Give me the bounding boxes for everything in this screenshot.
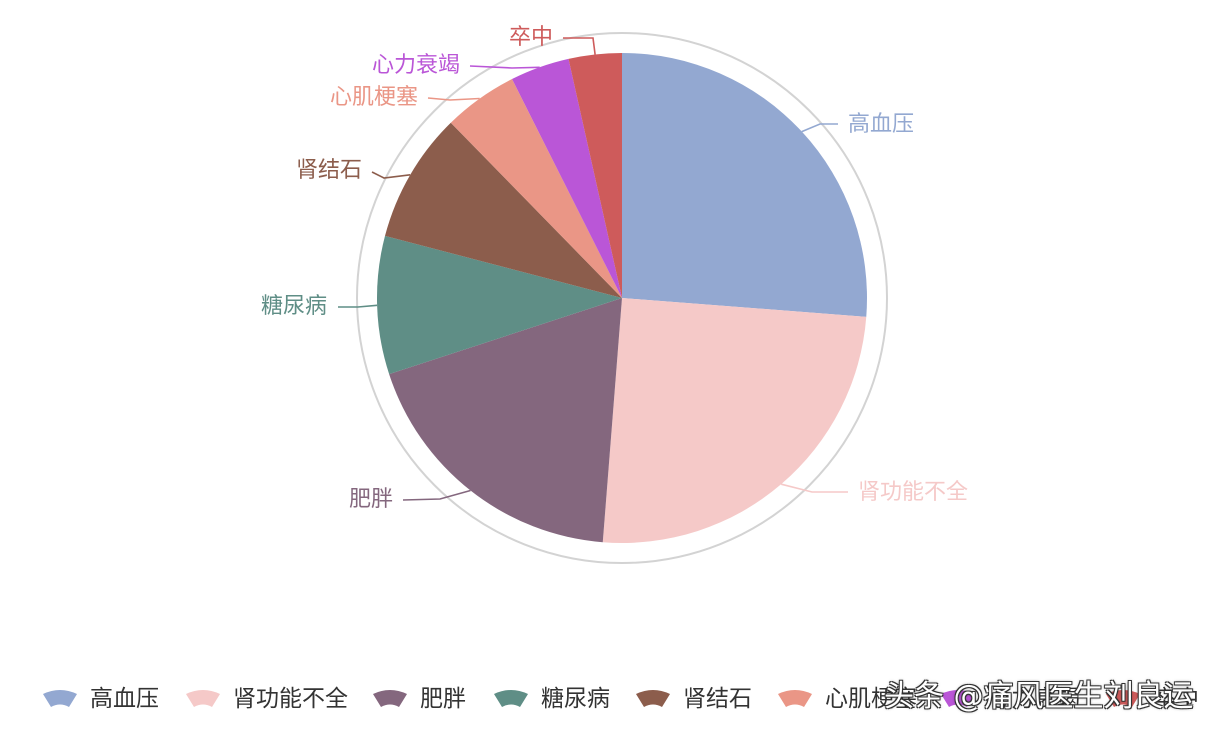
slice-label-diabetes: 糖尿病 [261, 294, 327, 319]
leader-line-obesity [402, 489, 471, 501]
leader-line-myocardial-infarction [427, 97, 480, 101]
outer-ring [356, 32, 888, 564]
legend-label: 肾功能不全 [233, 686, 348, 712]
leader-line-diabetes [338, 304, 378, 308]
legend-item-obesity[interactable]: 肥胖 [372, 683, 466, 715]
label-leader-lines [338, 37, 848, 501]
pie-slice-kidney-stones[interactable] [385, 122, 622, 298]
legend-item-heart-failure[interactable]: 心力衰竭 [940, 683, 1080, 715]
leader-line-hypertension [801, 123, 838, 133]
legend-item-kidney-stones[interactable]: 肾结石 [635, 683, 752, 715]
fan-icon [185, 689, 221, 709]
legend-label: 糖尿病 [541, 686, 610, 712]
pie-slice-stroke[interactable] [568, 53, 623, 298]
pie-slice-heart-failure[interactable] [512, 58, 622, 298]
legend-label: 肾结石 [683, 686, 752, 712]
pie-slice-diabetes[interactable] [376, 235, 622, 375]
slice-label-hypertension: 高血压 [848, 112, 914, 137]
fan-icon [42, 689, 78, 709]
slice-label-myocardial-infarction: 心肌梗塞 [330, 85, 418, 110]
legend-item-renal-insufficiency[interactable]: 肾功能不全 [185, 683, 348, 715]
leader-line-heart-failure [469, 65, 540, 69]
fan-icon [635, 689, 671, 709]
legend-label: 高血压 [90, 686, 159, 712]
leader-line-renal-insufficiency [781, 483, 848, 493]
watermark-text: 头条 @痛风医生刘良运 [884, 679, 1194, 714]
slice-label-heart-failure: 心力衰竭 [372, 53, 460, 78]
legend-label: 心力衰竭 [988, 686, 1080, 712]
pie-slices [376, 53, 867, 543]
fan-icon [777, 689, 813, 709]
legend-label: 心肌梗塞 [825, 686, 917, 712]
fan-icon [1105, 689, 1141, 709]
legend-label: 肥胖 [420, 686, 466, 712]
fan-icon [493, 689, 529, 709]
legend-item-diabetes[interactable]: 糖尿病 [493, 683, 610, 715]
pie-slice-obesity[interactable] [389, 298, 622, 543]
leader-line-stroke [563, 37, 596, 55]
legend-item-stroke[interactable]: 卒中 [1105, 683, 1199, 715]
pie-slice-hypertension[interactable] [622, 53, 867, 317]
fan-icon [372, 689, 408, 709]
pie-slice-renal-insufficiency[interactable] [602, 298, 867, 543]
chart-legend: 高血压 肾功能不全 肥胖 糖尿病 肾结石 心肌梗塞 心力衰竭 卒中 [0, 683, 1225, 715]
legend-item-hypertension[interactable]: 高血压 [42, 683, 159, 715]
slice-label-obesity: 肥胖 [349, 487, 393, 512]
slice-label-stroke: 卒中 [509, 25, 553, 50]
slice-label-renal-insufficiency: 肾功能不全 [858, 480, 968, 505]
legend-label: 卒中 [1153, 686, 1199, 712]
legend-item-myocardial-infarction[interactable]: 心肌梗塞 [777, 683, 917, 715]
leader-line-kidney-stones [371, 171, 411, 179]
pie-slice-myocardial-infarction[interactable] [450, 79, 622, 298]
fan-icon [940, 689, 976, 709]
slice-label-kidney-stones: 肾结石 [296, 158, 362, 183]
